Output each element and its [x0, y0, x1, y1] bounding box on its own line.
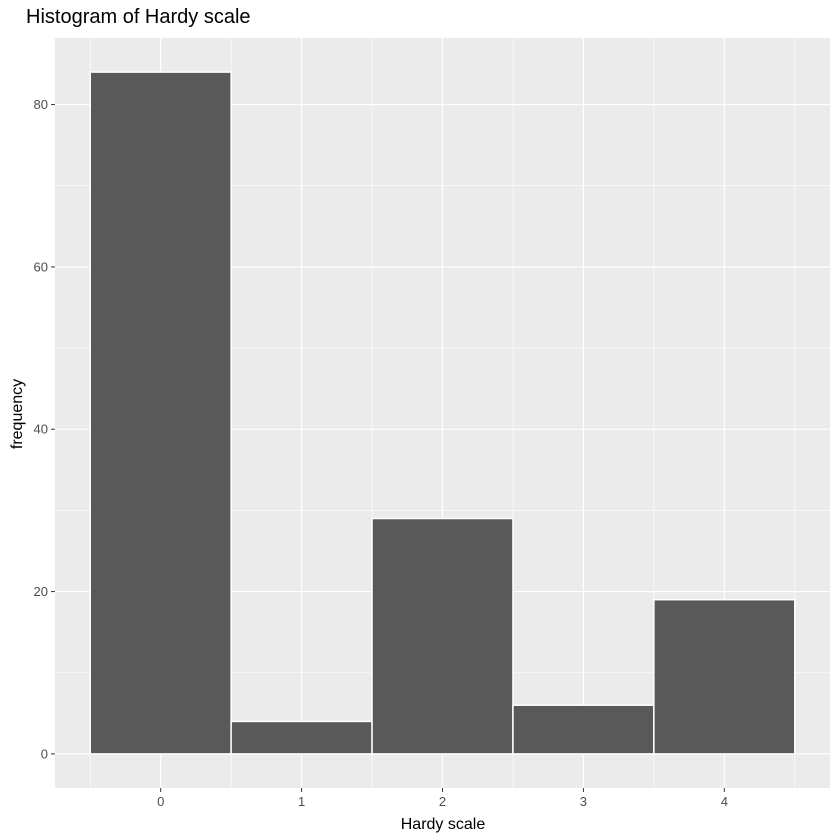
histogram-bar-4	[653, 598, 796, 755]
x-tick-label: 2	[439, 794, 446, 809]
x-axis: 0 1 2 3 4	[157, 788, 728, 809]
histogram-bar-1	[230, 720, 373, 755]
x-tick-label: 4	[721, 794, 728, 809]
histogram-bar-0	[89, 71, 232, 755]
x-tick-label: 0	[157, 794, 164, 809]
y-tick-label: 80	[34, 97, 48, 112]
x-tick-label: 1	[298, 794, 305, 809]
y-tick-label: 20	[34, 584, 48, 599]
x-tick-label: 3	[580, 794, 587, 809]
x-axis-title: Hardy scale	[401, 816, 486, 833]
chart-title: Histogram of Hardy scale	[26, 6, 251, 28]
y-tick-label: 0	[41, 746, 48, 761]
bars	[89, 71, 796, 755]
y-axis: 0 20 40 60 80	[34, 97, 55, 761]
histogram-bar-3	[512, 704, 655, 755]
histogram-bar-2	[371, 517, 514, 755]
y-tick-label: 60	[34, 259, 48, 274]
y-tick-label: 40	[34, 422, 48, 437]
y-axis-title: frequency	[9, 379, 26, 449]
